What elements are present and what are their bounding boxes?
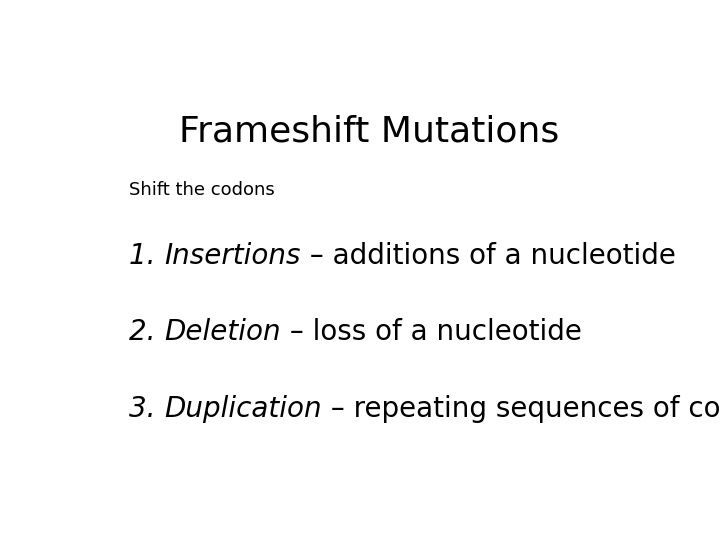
Text: Deletion: Deletion	[164, 319, 281, 347]
Text: – repeating sequences of codons: – repeating sequences of codons	[322, 395, 720, 423]
Text: Frameshift Mutations: Frameshift Mutations	[179, 114, 559, 148]
Text: Shift the codons: Shift the codons	[129, 181, 275, 199]
Text: – additions of a nucleotide: – additions of a nucleotide	[301, 241, 676, 269]
Text: Insertions: Insertions	[164, 241, 301, 269]
Text: 2.: 2.	[129, 319, 164, 347]
Text: 3.: 3.	[129, 395, 164, 423]
Text: Duplication: Duplication	[164, 395, 322, 423]
Text: – loss of a nucleotide: – loss of a nucleotide	[281, 319, 582, 347]
Text: 1.: 1.	[129, 241, 164, 269]
